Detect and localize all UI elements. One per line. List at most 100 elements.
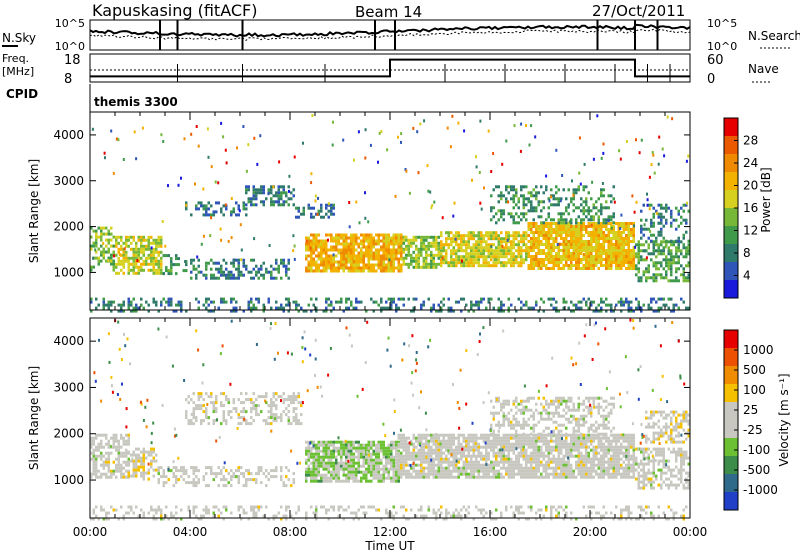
power-cell xyxy=(260,267,263,271)
velocity-cell xyxy=(397,460,400,464)
power-cell xyxy=(185,309,188,313)
power-cell xyxy=(635,243,638,247)
power-cell xyxy=(525,255,528,259)
power-cell xyxy=(325,242,328,246)
power-cell xyxy=(497,185,500,189)
power-cell xyxy=(120,309,123,313)
velocity-cell xyxy=(395,470,398,474)
power-cell xyxy=(197,300,200,304)
velocity-cell xyxy=(95,469,98,473)
velocity-cell xyxy=(112,439,115,443)
velocity-cell xyxy=(350,440,353,444)
power-cell xyxy=(655,255,658,259)
velocity-cell xyxy=(315,473,318,477)
velocity-cell xyxy=(362,452,365,456)
power-cell xyxy=(577,267,580,270)
power-cell xyxy=(620,213,623,217)
velocity-cell xyxy=(230,484,233,488)
velocity-cell xyxy=(447,451,450,455)
power-cell xyxy=(585,231,588,234)
velocity-cell xyxy=(157,505,160,509)
power-cell xyxy=(430,244,433,248)
power-cell xyxy=(505,246,508,250)
velocity-cell xyxy=(625,505,628,509)
velocity-cell xyxy=(447,463,450,467)
power-cell xyxy=(650,233,653,237)
power-cell xyxy=(352,269,355,273)
velocity-cell xyxy=(207,416,210,420)
power-cell xyxy=(95,235,98,239)
velocity-cell xyxy=(375,464,378,468)
power-cell xyxy=(315,236,318,240)
power-cell xyxy=(136,259,139,263)
power-cell xyxy=(140,238,143,242)
velocity-cell xyxy=(527,505,530,509)
power-cell xyxy=(597,246,600,249)
power-cell xyxy=(505,200,508,204)
power-cell xyxy=(307,236,310,240)
power-cell xyxy=(135,271,138,275)
velocity-cell xyxy=(440,511,443,515)
velocity-cell xyxy=(355,446,358,450)
power-cell xyxy=(370,248,373,252)
power-cell xyxy=(392,300,395,304)
power-cell xyxy=(307,263,310,267)
velocity-cell xyxy=(380,458,383,462)
power-cell xyxy=(332,253,335,257)
velocity-cell xyxy=(435,463,438,467)
velocity-cell xyxy=(325,511,328,515)
power-cell xyxy=(477,237,480,241)
power-cell xyxy=(95,297,98,301)
power-cell xyxy=(102,253,105,257)
velocity-cell xyxy=(212,478,215,482)
power-cell xyxy=(555,191,558,195)
power-cell xyxy=(510,252,513,256)
power-cell xyxy=(667,306,670,310)
power-cell xyxy=(527,225,530,228)
power-cell xyxy=(652,252,655,256)
velocity-cell xyxy=(215,401,218,405)
power-cell xyxy=(422,256,425,260)
power-cell xyxy=(342,245,345,249)
power-cell xyxy=(317,269,320,273)
velocity-cell xyxy=(322,479,325,483)
power-cell xyxy=(517,240,520,244)
power-cell xyxy=(555,234,558,237)
velocity-cell xyxy=(682,517,685,521)
velocity-cell xyxy=(135,465,138,469)
power-cell xyxy=(590,215,593,219)
power-cell xyxy=(517,255,520,259)
velocity-cell xyxy=(310,505,313,509)
power-cell xyxy=(347,245,350,249)
power-cell xyxy=(637,303,640,307)
velocity-cell xyxy=(430,445,433,449)
velocity-cell xyxy=(222,419,225,423)
power-cell xyxy=(680,249,683,253)
power-cell xyxy=(630,306,633,310)
velocity-cell xyxy=(405,454,408,458)
velocity-cell xyxy=(95,460,98,464)
power-cell xyxy=(572,246,575,249)
power-cell xyxy=(272,185,275,189)
velocity-cell xyxy=(425,460,428,464)
power-cell xyxy=(672,303,675,307)
power-cell xyxy=(675,303,678,307)
power-cell xyxy=(670,279,673,283)
velocity-cell xyxy=(675,511,678,515)
power-cell xyxy=(235,300,238,304)
velocity-cell xyxy=(142,456,145,460)
velocity-cell xyxy=(275,413,278,417)
power-cell xyxy=(587,218,590,222)
power-cell xyxy=(515,249,518,253)
velocity-cell xyxy=(637,505,640,509)
power-cell xyxy=(682,300,685,304)
velocity-cell xyxy=(350,476,353,480)
velocity-cell xyxy=(377,508,380,512)
velocity-cell xyxy=(220,404,223,408)
velocity-cell xyxy=(330,505,333,509)
power-cell xyxy=(325,297,328,301)
power-cell xyxy=(92,256,95,260)
power-cell xyxy=(630,261,633,264)
velocity-cell xyxy=(370,455,373,459)
velocity-cell xyxy=(92,451,95,455)
